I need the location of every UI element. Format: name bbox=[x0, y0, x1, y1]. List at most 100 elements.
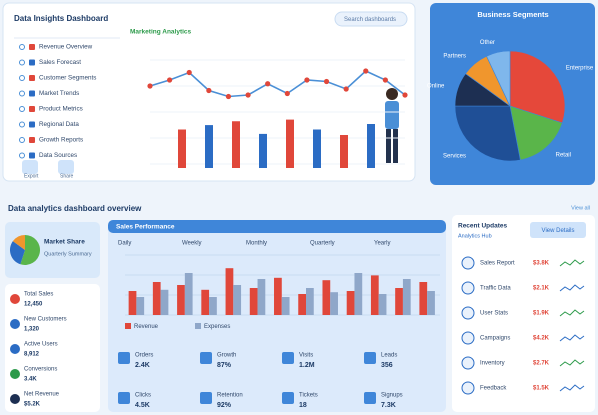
bar bbox=[298, 294, 307, 315]
bar bbox=[209, 297, 217, 315]
panel-tab[interactable]: Daily bbox=[118, 241, 131, 247]
bar bbox=[225, 268, 234, 315]
line-point bbox=[284, 90, 290, 97]
bar bbox=[128, 291, 137, 315]
item-name: Campaigns bbox=[480, 336, 510, 342]
line-point bbox=[147, 83, 153, 89]
list-label: Active Users bbox=[24, 342, 58, 348]
bar bbox=[152, 282, 161, 315]
mini-pie-slice bbox=[9, 241, 25, 265]
right-title: Recent Updates bbox=[458, 223, 508, 230]
list-badge bbox=[29, 90, 35, 97]
item-value: $1.9K bbox=[533, 311, 550, 317]
pie-label: Partners bbox=[443, 53, 466, 59]
panel-tab[interactable]: Weekly bbox=[182, 241, 202, 247]
sparkline bbox=[559, 384, 585, 392]
bar bbox=[419, 282, 428, 315]
line-point bbox=[382, 77, 388, 83]
pie-label: Services bbox=[443, 154, 466, 160]
item-icon bbox=[461, 331, 475, 345]
stat-value: 87% bbox=[217, 362, 232, 369]
bar bbox=[233, 285, 242, 315]
legend-swatch bbox=[195, 323, 201, 329]
list-label: Conversions bbox=[24, 367, 57, 373]
bar bbox=[378, 294, 387, 315]
list-item: Regional Data bbox=[39, 121, 79, 128]
line-point bbox=[167, 77, 173, 83]
stat-value: 4.5K bbox=[135, 402, 150, 409]
icon bbox=[58, 160, 74, 174]
item-icon bbox=[461, 356, 475, 370]
panel-tab[interactable]: Quarterly bbox=[310, 241, 335, 247]
stat-value: 7.3K bbox=[381, 402, 396, 409]
stat-label: Visits bbox=[299, 353, 313, 359]
stat-label: Signups bbox=[381, 393, 403, 399]
list-value: $5.2K bbox=[24, 402, 41, 408]
item-icon bbox=[461, 256, 475, 270]
list-badge bbox=[29, 59, 35, 66]
bar bbox=[249, 288, 258, 315]
pie-slice bbox=[509, 50, 566, 124]
mini-pie-slice bbox=[20, 235, 41, 266]
top-button[interactable]: Share bbox=[60, 173, 74, 179]
item-value: $4.2K bbox=[533, 336, 550, 342]
list-item: Sales Forecast bbox=[39, 59, 81, 66]
bar bbox=[354, 273, 363, 315]
bar-panel bbox=[108, 220, 446, 412]
panel-tab[interactable]: Yearly bbox=[374, 241, 390, 247]
pie-label: Enterprise bbox=[566, 65, 594, 71]
list-item: Data Sources bbox=[39, 152, 77, 159]
stat-value: 92% bbox=[217, 402, 232, 409]
list-item: Customer Segments bbox=[39, 75, 96, 82]
sparkline bbox=[559, 334, 585, 342]
list-icon bbox=[19, 90, 25, 97]
bar bbox=[136, 297, 145, 315]
bar bbox=[259, 133, 267, 168]
list-icon bbox=[19, 75, 25, 81]
list-icon bbox=[19, 44, 25, 50]
list-icon bbox=[19, 106, 25, 112]
list-icon bbox=[19, 137, 25, 143]
mini-subtitle: Quarterly Summary bbox=[44, 251, 92, 257]
button[interactable] bbox=[530, 222, 586, 238]
line-point bbox=[186, 69, 192, 76]
item-name: Sales Report bbox=[480, 261, 515, 267]
line-point bbox=[304, 77, 310, 83]
legend-label: Expenses bbox=[204, 324, 230, 330]
bar bbox=[340, 135, 348, 168]
list-icon bbox=[19, 59, 25, 66]
bar bbox=[402, 279, 411, 315]
list-item: Market Trends bbox=[39, 90, 79, 97]
line-point bbox=[363, 68, 369, 74]
item-icon bbox=[461, 281, 475, 295]
sparkline bbox=[559, 259, 585, 267]
search-box[interactable] bbox=[334, 11, 408, 27]
sparkline bbox=[559, 284, 585, 292]
bar bbox=[205, 125, 213, 168]
bar bbox=[274, 277, 282, 315]
pie-label: Retail bbox=[556, 152, 571, 158]
list-icon bbox=[10, 344, 20, 354]
button-label[interactable]: View Details bbox=[542, 228, 575, 234]
bar bbox=[306, 288, 314, 315]
pie-label: Other bbox=[480, 40, 495, 46]
list-icon bbox=[10, 394, 20, 404]
section-link[interactable]: View all bbox=[571, 205, 590, 211]
pie-slice bbox=[486, 50, 511, 107]
pie-slice bbox=[454, 105, 521, 162]
mini-title: Market Share bbox=[44, 239, 85, 246]
left-list-card bbox=[5, 284, 100, 412]
item-icon bbox=[461, 381, 475, 395]
stat-value: 1.2M bbox=[299, 362, 315, 369]
stat-label: Leads bbox=[381, 353, 397, 359]
panel-tab[interactable]: Monthly bbox=[246, 241, 267, 247]
bar bbox=[178, 129, 186, 168]
mini-pie-slice bbox=[12, 235, 25, 250]
list-label: Total Sales bbox=[24, 292, 53, 298]
right-card bbox=[452, 215, 595, 412]
top-button[interactable]: Export bbox=[24, 173, 39, 179]
list-item: Revenue Overview bbox=[39, 44, 93, 51]
item-value: $2.7K bbox=[533, 361, 550, 367]
